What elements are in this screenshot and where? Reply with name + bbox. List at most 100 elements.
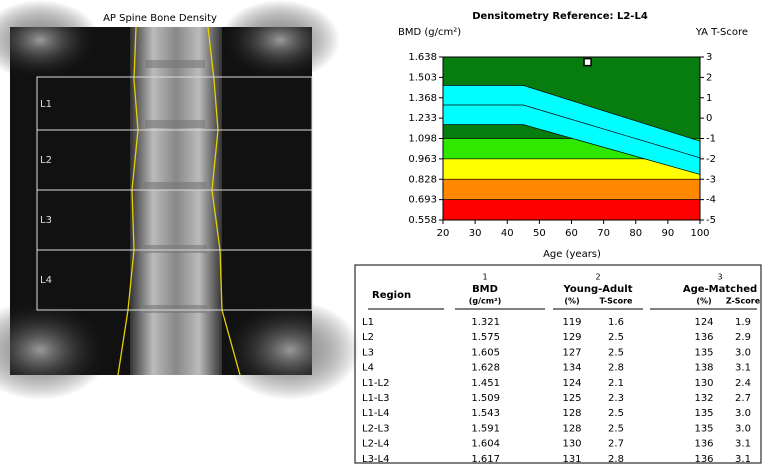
table-cell: 2.1	[608, 378, 624, 389]
unit: T-Score	[600, 297, 634, 306]
region-label: L4	[40, 275, 52, 286]
table-cell: 1.9	[735, 317, 751, 328]
table-cell: 2.5	[608, 347, 624, 358]
y-axis-label: BMD (g/cm²)	[398, 27, 461, 38]
unit: (%)	[696, 297, 711, 306]
table-cell: 2.7	[608, 439, 624, 450]
y-tick-label: 1.098	[408, 134, 437, 145]
y-tick-label: 0.558	[408, 215, 437, 226]
table-cell: 1.321	[471, 317, 500, 328]
table-cell: 3.1	[735, 363, 751, 374]
y2-axis-label: YA T-Score	[695, 27, 748, 38]
table-cell: 1.451	[471, 378, 500, 389]
spine-image	[0, 0, 360, 400]
table-cell: 138	[694, 363, 713, 374]
region-label: L3	[40, 215, 52, 226]
x-tick-label: 20	[437, 228, 450, 239]
table-cell: 3.0	[735, 423, 751, 434]
note: 1	[482, 273, 487, 282]
y2-tick-label: -2	[706, 154, 716, 165]
y-tick-label: 1.503	[408, 72, 437, 83]
y-tick-label: 0.828	[408, 174, 437, 185]
table-cell: 1.628	[471, 363, 500, 374]
table-cell: 125	[562, 393, 581, 404]
table-cell: 1.605	[471, 347, 500, 358]
table-cell: 3.1	[735, 439, 751, 450]
table-cell: L1-L4	[362, 408, 389, 419]
plot: 1.638 1.503 1.368 1.233 1.098 0.963 0.828 0.693…	[408, 52, 716, 239]
x-tick-label: 50	[533, 228, 546, 239]
table-cell: 124	[562, 378, 581, 389]
table-cell: 3.0	[735, 408, 751, 419]
table-cell: L3-L4	[362, 454, 389, 464]
table-cell: 3.0	[735, 347, 751, 358]
y-tick-label: 1.638	[408, 52, 437, 63]
table-cell: 119	[562, 317, 581, 328]
x-tick-label: 70	[597, 228, 610, 239]
table-cell: 1.575	[471, 332, 500, 343]
column-group: Young-Adult	[563, 284, 633, 295]
y-tick-label: 0.963	[408, 154, 437, 165]
x-tick-label: 100	[690, 228, 709, 239]
y2-tick-label: -1	[706, 134, 716, 145]
table-cell: L3	[362, 347, 374, 358]
y-tick-label: 1.368	[408, 93, 437, 104]
patient-marker	[584, 59, 591, 66]
zone	[443, 200, 700, 220]
table-cell: 135	[694, 408, 713, 419]
table-cell: 136	[694, 332, 713, 343]
chart-title: Densitometry Reference: L2-L4	[472, 11, 648, 22]
unit: Z-Score	[726, 297, 761, 306]
table-cell: 136	[694, 439, 713, 450]
table-cell: L1-L3	[362, 393, 389, 404]
table-cell: 130	[694, 378, 713, 389]
image-title: AP Spine Bone Density	[103, 13, 217, 24]
y2-tick-label: 1	[706, 93, 712, 104]
table-cell: 3.1	[735, 454, 751, 464]
table-cell: 129	[562, 332, 581, 343]
table-cell: 128	[562, 423, 581, 434]
x-tick-label: 30	[469, 228, 482, 239]
table-cell: L1-L2	[362, 378, 389, 389]
table-cell: 136	[694, 454, 713, 464]
table-cell: 1.543	[471, 408, 500, 419]
zone	[443, 179, 700, 199]
unit: (g/cm²)	[469, 297, 502, 306]
table-cell: 131	[562, 454, 581, 464]
y2-tick-label: 2	[706, 72, 712, 83]
y-tick-label: 0.693	[408, 195, 437, 206]
table-cell: L1	[362, 317, 374, 328]
table-cell: 2.7	[735, 393, 751, 404]
table-cell: 127	[562, 347, 581, 358]
column-group: BMD	[472, 284, 498, 295]
table-cell: L2-L4	[362, 439, 389, 450]
y-tick-label: 1.233	[408, 113, 437, 124]
table-cell: 128	[562, 408, 581, 419]
table-cell: 2.3	[608, 393, 624, 404]
x-tick-label: 60	[565, 228, 578, 239]
table-cell: 2.5	[608, 332, 624, 343]
table-cell: 2.5	[608, 408, 624, 419]
table-cell: L2	[362, 332, 374, 343]
note: 3	[717, 273, 722, 282]
region-label: L2	[40, 155, 52, 166]
y2-tick-label: 3	[706, 52, 712, 63]
unit: (%)	[564, 297, 579, 306]
column-header: Region	[372, 290, 411, 301]
table-cell: 135	[694, 423, 713, 434]
table-cell: 2.8	[608, 454, 624, 464]
note: 2	[595, 273, 600, 282]
y2-tick-label: -4	[706, 195, 716, 206]
table-cell: 135	[694, 347, 713, 358]
x-tick-label: 40	[501, 228, 514, 239]
table-cell: 134	[562, 363, 581, 374]
x-tick-label: 90	[662, 228, 675, 239]
x-axis-label: Age (years)	[543, 249, 601, 260]
table-cell: 132	[694, 393, 713, 404]
table-cell: 1.6	[608, 317, 624, 328]
table-cell: L2-L3	[362, 423, 389, 434]
report: AP Spine Bone Density L1 L2 L3 L4 Densit…	[0, 0, 762, 464]
table-cell: 2.9	[735, 332, 751, 343]
y2-tick-label: -3	[706, 174, 716, 185]
table-cell: L4	[362, 363, 374, 374]
